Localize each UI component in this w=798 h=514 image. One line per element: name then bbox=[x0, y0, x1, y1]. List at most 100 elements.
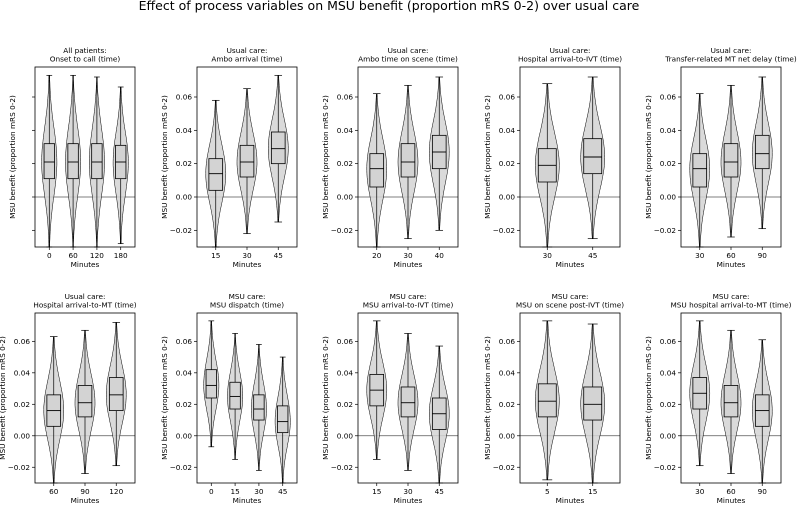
y-tick-label: 0.04 bbox=[176, 368, 193, 377]
iqr-box bbox=[270, 131, 286, 165]
y-axis-label: MSU benefit (proportion mRS 0-2) bbox=[160, 336, 169, 460]
x-tick-label: 20 bbox=[372, 251, 382, 260]
y-tick-label: 0.02 bbox=[499, 400, 515, 409]
subplot-title-line: Ambo arrival (time) bbox=[211, 55, 282, 64]
x-tick-label: 15 bbox=[588, 487, 597, 496]
iqr-box bbox=[400, 386, 416, 418]
y-tick-label: 0.02 bbox=[176, 400, 192, 409]
y-axis-label: MSU benefit (proportion mRS 0-2) bbox=[321, 95, 330, 219]
y-tick-label: 0.06 bbox=[499, 337, 516, 346]
x-tick-label: 60 bbox=[68, 251, 78, 260]
y-tick-label: 0.00 bbox=[499, 193, 516, 202]
y-tick-label: 0.02 bbox=[499, 159, 515, 168]
subplot-title-line: Usual care: bbox=[227, 46, 268, 55]
subplot-title-line: MSU hospital arrival-to-MT (time) bbox=[671, 301, 792, 310]
y-tick-label: 0.06 bbox=[660, 93, 677, 102]
x-tick-label: 30 bbox=[695, 251, 705, 260]
y-tick-label: 0.00 bbox=[176, 193, 193, 202]
y-tick-label: 0.06 bbox=[337, 93, 354, 102]
subplot-title-line: Hospital arrival-to-MT (time) bbox=[33, 301, 136, 310]
y-tick-label: 0.06 bbox=[176, 93, 193, 102]
x-tick-label: 0 bbox=[209, 487, 214, 496]
x-tick-label: 90 bbox=[758, 487, 768, 496]
axes-frame bbox=[519, 312, 621, 484]
x-tick-label: 60 bbox=[726, 487, 736, 496]
axes-frame bbox=[34, 66, 136, 248]
subplot-title-line: MSU care: bbox=[713, 292, 750, 301]
subplot-10: MSU care:MSU hospital arrival-to-MT (tim… bbox=[644, 292, 792, 505]
iqr-box bbox=[583, 138, 603, 175]
subplot-title-line: MSU arrival-to-IVT (time) bbox=[363, 301, 454, 310]
y-tick-label: −0.02 bbox=[493, 463, 515, 472]
y-tick-label: 0.02 bbox=[337, 400, 353, 409]
y-tick-label: 0.06 bbox=[660, 337, 677, 346]
subplot-8: MSU care:MSU arrival-to-IVT (time) −0.02 0… bbox=[321, 292, 459, 505]
y-axis-label: MSU benefit (proportion mRS 0-2) bbox=[8, 95, 17, 219]
x-tick-label: 45 bbox=[278, 487, 287, 496]
iqr-box bbox=[754, 134, 770, 170]
x-tick-label: 45 bbox=[588, 251, 597, 260]
y-tick-label: −0.02 bbox=[170, 226, 192, 235]
figure-title: Effect of process variables on MSU benef… bbox=[139, 0, 640, 13]
y-tick-label: 0.06 bbox=[176, 337, 193, 346]
subplot-title-line: MSU care: bbox=[229, 292, 266, 301]
x-tick-label: 40 bbox=[435, 251, 445, 260]
y-tick-label: 0.02 bbox=[660, 400, 676, 409]
y-axis-label: MSU benefit (proportion mRS 0-2) bbox=[321, 336, 330, 460]
subplot-6: Usual care:Hospital arrival-to-MT (time)… bbox=[0, 292, 137, 505]
iqr-box bbox=[253, 394, 265, 421]
y-tick-label: 0.06 bbox=[337, 337, 354, 346]
x-tick-label: 120 bbox=[109, 487, 123, 496]
y-tick-label: 0.04 bbox=[176, 126, 193, 135]
y-tick-label: 0.04 bbox=[499, 368, 516, 377]
iqr-box bbox=[108, 377, 124, 411]
y-tick-label: −0.02 bbox=[331, 463, 353, 472]
y-tick-label: −0.02 bbox=[8, 463, 30, 472]
iqr-box bbox=[723, 385, 739, 418]
y-tick-label: 0.00 bbox=[337, 431, 354, 440]
subplot-title-line: MSU care: bbox=[390, 292, 427, 301]
y-tick-label: 0.02 bbox=[14, 400, 30, 409]
iqr-box bbox=[205, 369, 217, 399]
y-tick-label: 0.04 bbox=[14, 368, 31, 377]
axes-frame bbox=[196, 312, 298, 484]
iqr-box bbox=[400, 143, 416, 178]
x-tick-label: 30 bbox=[242, 251, 252, 260]
x-axis-label: Minutes bbox=[71, 496, 100, 505]
y-tick-label: 0.02 bbox=[660, 159, 676, 168]
subplot-1: All patients:Onset to call (time) 0 60 120 1… bbox=[8, 46, 136, 269]
subplot-title-line: Usual care: bbox=[65, 292, 106, 301]
y-tick-label: 0.00 bbox=[499, 431, 516, 440]
y-tick-label: 0.04 bbox=[660, 368, 677, 377]
subplot-9: MSU care:MSU on scene post-IVT (time) −0.… bbox=[483, 292, 624, 505]
subplot-title-line: Transfer-related MT net delay (time) bbox=[664, 55, 797, 64]
y-tick-label: −0.02 bbox=[331, 226, 353, 235]
subplot-title-line: Usual care: bbox=[711, 46, 752, 55]
x-tick-label: 120 bbox=[90, 251, 104, 260]
y-axis-label: MSU benefit (proportion mRS 0-2) bbox=[483, 95, 492, 219]
x-tick-label: 90 bbox=[758, 251, 768, 260]
y-tick-label: 0.00 bbox=[176, 431, 193, 440]
iqr-box bbox=[277, 405, 289, 434]
y-tick-label: 0.02 bbox=[337, 159, 353, 168]
iqr-box bbox=[723, 143, 739, 178]
subplot-title-line: MSU on scene post-IVT (time) bbox=[516, 301, 624, 310]
subplot-5: Usual care:Transfer-related MT net delay… bbox=[644, 46, 797, 269]
y-tick-label: 0.00 bbox=[660, 431, 677, 440]
subplot-grid: All patients:Onset to call (time) 0 60 120 1… bbox=[0, 46, 797, 505]
x-axis-label: Minutes bbox=[233, 496, 262, 505]
iqr-box bbox=[77, 385, 93, 418]
subplot-title-line: Usual care: bbox=[388, 46, 429, 55]
subplot-title-line: Hospital arrival-to-IVT (time) bbox=[518, 55, 622, 64]
iqr-box bbox=[239, 144, 255, 178]
x-axis-label: Minutes bbox=[717, 260, 746, 269]
iqr-box bbox=[67, 143, 79, 180]
y-axis-label: MSU benefit (proportion mRS 0-2) bbox=[644, 336, 653, 460]
x-axis-label: Minutes bbox=[556, 260, 585, 269]
x-tick-label: 45 bbox=[435, 487, 444, 496]
subplot-7: MSU care:MSU dispatch (time) −0.02 0.00 0.0… bbox=[160, 292, 298, 505]
subplot-3: Usual care:Ambo time on scene (time) −0.0… bbox=[321, 46, 459, 269]
x-tick-label: 5 bbox=[545, 487, 550, 496]
x-axis-label: Minutes bbox=[556, 496, 585, 505]
